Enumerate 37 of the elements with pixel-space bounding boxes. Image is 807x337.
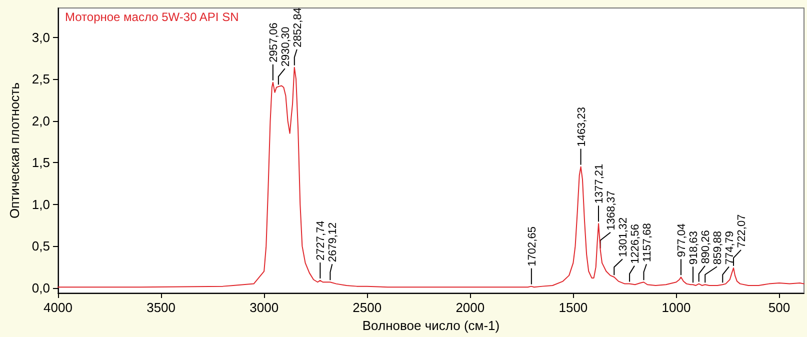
x-tick-label: 1000 — [662, 300, 691, 315]
annotation: 977,04 — [676, 223, 688, 258]
y-axis-title: Оптическая плотность — [7, 82, 22, 219]
y-tick-label: 1,0 — [32, 196, 50, 212]
annotation: 859,88 — [712, 230, 724, 265]
annotation: 2679,12 — [327, 222, 340, 262]
x-axis-title: Волновое число (см-1) — [362, 318, 500, 333]
y-tick-label: 0,0 — [32, 280, 50, 296]
annotation: 1377,21 — [594, 164, 606, 204]
annotation: 2852,84 — [292, 8, 304, 48]
x-tick-label: 3500 — [146, 300, 176, 315]
y-tick-label: 2,0 — [32, 113, 50, 128]
annotation: 1301,32 — [618, 217, 630, 258]
annotation: 1702,65 — [526, 226, 538, 266]
x-tick-label: 2000 — [456, 300, 485, 315]
x-tick-label: 3000 — [250, 300, 279, 315]
y-tick-label: 2,5 — [32, 72, 50, 87]
y-tick-label: 1,5 — [32, 155, 50, 170]
x-tick-label: 500 — [768, 300, 790, 315]
annotation: 1463,23 — [576, 107, 588, 147]
line-series — [58, 66, 804, 288]
annotation: 918,63 — [688, 230, 700, 265]
x-tick-label: 4000 — [44, 300, 72, 315]
annotation: 2957,06 — [268, 22, 280, 62]
y-tick-label: 0,5 — [32, 238, 50, 254]
annotation: 774,79 — [724, 230, 736, 265]
annotation: 722,07 — [736, 214, 748, 248]
y-tick-label: 3,0 — [32, 30, 50, 45]
annotation: 2727,74 — [315, 220, 328, 260]
x-tick-label: 1500 — [558, 300, 588, 315]
annotation: 1368,37 — [606, 190, 618, 230]
annotation: 2930,30 — [280, 26, 292, 67]
annotation: 890,26 — [700, 230, 712, 264]
annotation: 1226,56 — [630, 224, 642, 264]
chart-title: Моторное масло 5W-30 API SN — [65, 10, 239, 24]
annotation: 1157,68 — [642, 223, 654, 262]
x-tick-label: 2500 — [352, 300, 382, 315]
